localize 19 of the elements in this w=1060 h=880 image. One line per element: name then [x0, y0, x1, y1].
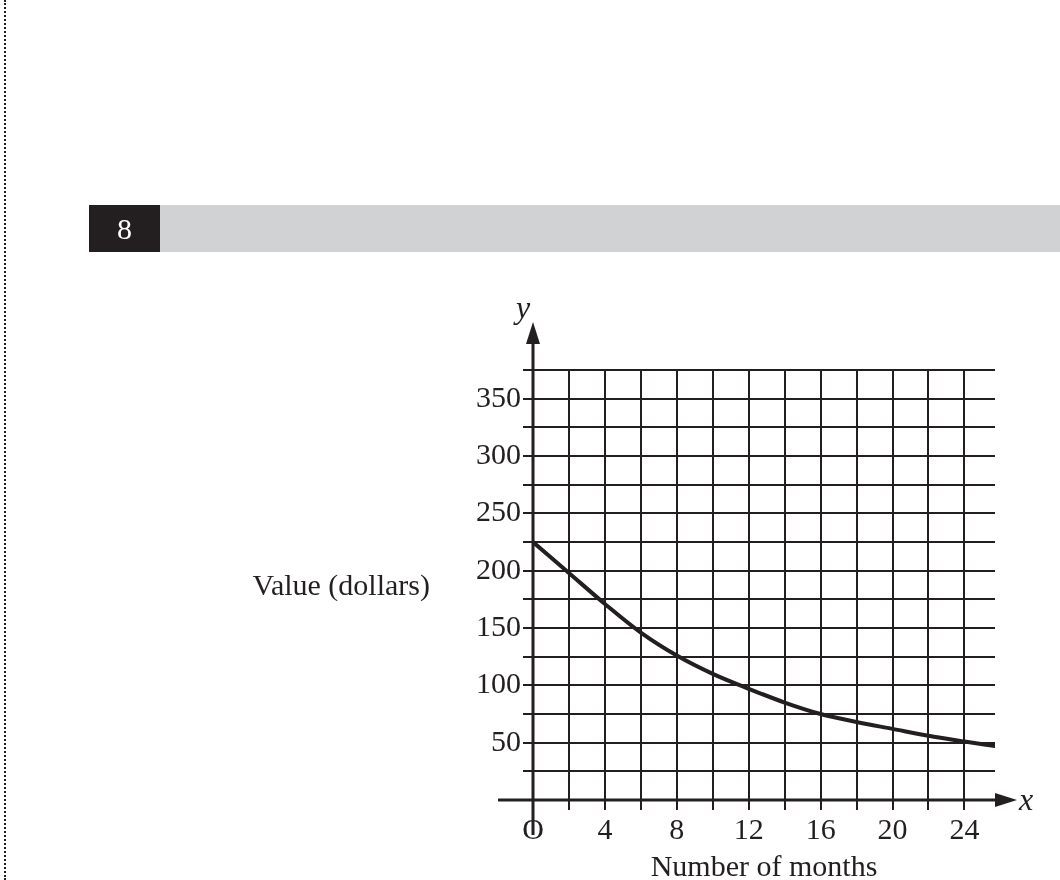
- x-tick-label: 24: [949, 811, 980, 845]
- x-tick-label: 12: [733, 811, 764, 845]
- text: x: [1018, 781, 1034, 817]
- y-tick-label: 300: [476, 436, 521, 470]
- y-tick-label: 100: [476, 666, 521, 700]
- y-tick-label: 50: [491, 723, 521, 757]
- x-tick-label: 8: [669, 811, 685, 845]
- x-tick-label: 20: [877, 811, 908, 845]
- y-tick-label: 350: [476, 379, 521, 413]
- x-tick-label: O: [522, 811, 544, 845]
- y-tick-label: 250: [476, 494, 521, 528]
- y-tick-label: 150: [476, 608, 521, 642]
- heading-strip: 8: [89, 205, 1060, 252]
- text: y: [512, 289, 531, 325]
- x-tick-label: 16: [805, 811, 836, 845]
- x-tick-label: 4: [597, 811, 613, 845]
- y-axis-title: Value (dollars): [252, 567, 430, 602]
- x-axis-title: Number of months: [650, 849, 878, 880]
- y-tick-label: 200: [476, 551, 521, 585]
